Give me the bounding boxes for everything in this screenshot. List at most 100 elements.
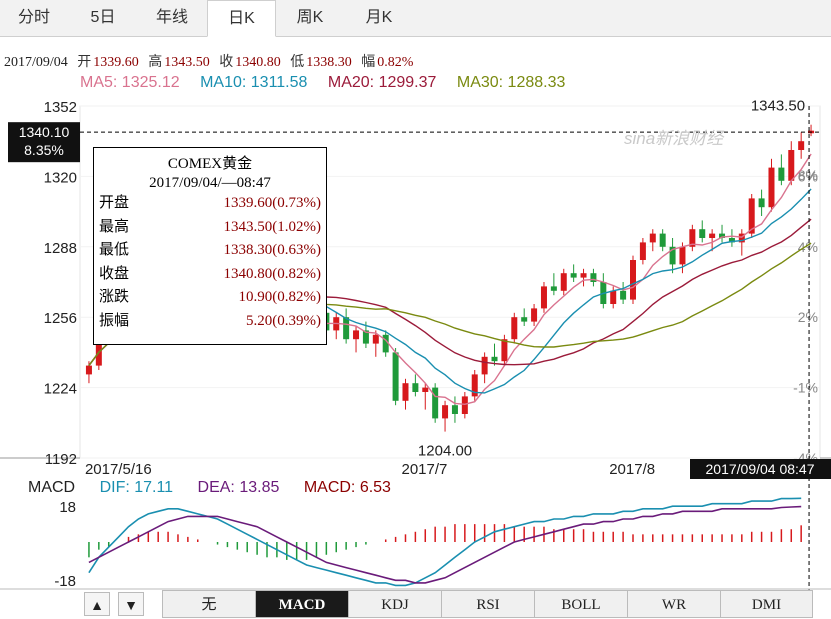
pct-tick-label: 2% bbox=[798, 309, 818, 325]
macd-legend: MACD DIF: 17.11 DEA: 13.85 MACD: 6.53 bbox=[28, 479, 411, 497]
candle-body bbox=[590, 273, 597, 282]
candle-body bbox=[442, 405, 449, 419]
tooltip-row-amplitude: 振幅 5.20(0.39%) bbox=[99, 312, 321, 329]
candle-body bbox=[669, 246, 676, 265]
candle-body bbox=[719, 233, 726, 238]
low-value: 1338.30 bbox=[306, 55, 352, 70]
macd-tick-label: -18 bbox=[54, 573, 76, 590]
y-tick-label: 1256 bbox=[44, 310, 77, 327]
tab-5day[interactable]: 5日 bbox=[69, 0, 138, 36]
candle-body bbox=[402, 383, 409, 401]
dea-line bbox=[88, 505, 802, 584]
candle-body bbox=[451, 405, 458, 414]
indicator-rsi-button[interactable]: RSI bbox=[441, 590, 534, 618]
indicator-kdj-button[interactable]: KDJ bbox=[348, 590, 441, 618]
y-tick-label: 1352 bbox=[44, 99, 77, 116]
candle-body bbox=[501, 339, 508, 362]
candle-body bbox=[353, 330, 360, 340]
crosshair-price-box bbox=[8, 122, 80, 163]
indicator-dmi-button[interactable]: DMI bbox=[720, 590, 813, 618]
candle-body bbox=[471, 374, 478, 397]
tooltip-title: COMEX黄金 bbox=[167, 156, 253, 172]
open-label: 开 bbox=[77, 55, 92, 70]
candle-body bbox=[709, 233, 716, 238]
candle-body bbox=[798, 141, 805, 150]
tab-weekly-k[interactable]: 周K bbox=[276, 0, 345, 36]
y-tick-label: 1288 bbox=[44, 240, 77, 257]
indicator-bar: 无 MACD KDJ RSI BOLL WR DMI bbox=[80, 590, 831, 618]
dif-value: DIF: 17.11 bbox=[99, 479, 174, 496]
summary-date: 2017/09/04 bbox=[4, 55, 68, 70]
macd-value: MACD: 6.53 bbox=[303, 479, 391, 496]
candle-body bbox=[699, 229, 706, 238]
y-tick-label: 1224 bbox=[44, 381, 77, 398]
tooltip-row-low: 最低 1338.30(0.63%) bbox=[99, 242, 321, 258]
ma30-value: MA30: 1288.33 bbox=[456, 74, 566, 91]
candle-body bbox=[392, 352, 399, 401]
candle-body bbox=[531, 308, 538, 322]
range-label: 幅 bbox=[361, 55, 376, 70]
ma20-value: MA20: 1299.37 bbox=[327, 74, 437, 91]
candle-body bbox=[570, 273, 577, 278]
high-label: 高 bbox=[148, 55, 163, 70]
tab-yearly[interactable]: 年线 bbox=[138, 0, 207, 36]
close-label: 收 bbox=[219, 55, 234, 70]
candle-body bbox=[689, 229, 696, 247]
candle-body bbox=[728, 238, 735, 243]
candle-body bbox=[630, 260, 636, 300]
scroll-up-button[interactable]: ▲ bbox=[84, 592, 110, 616]
crosshair-time-box bbox=[690, 459, 831, 479]
y-tick-label: 1192 bbox=[45, 451, 77, 468]
candle-body bbox=[649, 233, 656, 243]
candle-body bbox=[778, 167, 785, 181]
candle-body bbox=[382, 334, 389, 353]
x-tick-label: 2017/5/16 bbox=[85, 461, 152, 478]
tab-daily-k[interactable]: 日K bbox=[207, 0, 276, 37]
candle-body bbox=[422, 387, 429, 392]
pct-tick-label: -1% bbox=[793, 380, 818, 396]
ma5-value: MA5: 1325.12 bbox=[80, 74, 180, 91]
tooltip-row-open: 开盘 1339.60(0.73%) bbox=[99, 195, 321, 211]
tooltip-row-change: 涨跌 10.90(0.82%) bbox=[99, 289, 321, 305]
crosshair-price: 1340.10 bbox=[19, 124, 70, 140]
candle-body bbox=[372, 334, 379, 344]
scroll-down-button[interactable]: ▼ bbox=[118, 592, 144, 616]
open-value: 1339.60 bbox=[93, 55, 139, 70]
candle-body bbox=[748, 198, 755, 234]
low-label: 低 bbox=[290, 55, 305, 70]
tab-monthly-k[interactable]: 月K bbox=[345, 0, 414, 36]
pct-tick-label: 4% bbox=[798, 239, 818, 255]
y-tick-label: 1320 bbox=[44, 169, 77, 186]
candle-body bbox=[560, 273, 567, 291]
tooltip-time: 2017/09/04/—08:47 bbox=[149, 175, 271, 191]
range-value: 0.82% bbox=[377, 55, 414, 70]
tab-intraday[interactable]: 分时 bbox=[0, 0, 69, 36]
candle-body bbox=[738, 233, 745, 243]
ma10-value: MA10: 1311.58 bbox=[200, 74, 308, 91]
candle-body bbox=[412, 383, 419, 392]
candle-body bbox=[362, 330, 369, 344]
candle-body bbox=[610, 290, 617, 304]
candle-body bbox=[461, 396, 468, 414]
dea-value: DEA: 13.85 bbox=[197, 479, 280, 496]
candle-body bbox=[679, 246, 686, 265]
candle-body bbox=[481, 356, 488, 375]
candle-body bbox=[768, 167, 775, 208]
candle-body bbox=[491, 356, 498, 362]
high-value: 1343.50 bbox=[164, 55, 210, 70]
x-tick-label: 2017/7 bbox=[401, 461, 447, 478]
sina-finance-logo: sina新浪财经 bbox=[624, 129, 724, 148]
candle-body bbox=[511, 317, 518, 340]
indicator-none-button[interactable]: 无 bbox=[162, 590, 255, 618]
indicator-boll-button[interactable]: BOLL bbox=[534, 590, 627, 618]
pct-tick-label: 8% bbox=[798, 167, 818, 183]
candle-body bbox=[788, 150, 795, 181]
candle-body bbox=[540, 286, 547, 309]
candle-body bbox=[639, 242, 646, 260]
indicator-wr-button[interactable]: WR bbox=[627, 590, 720, 618]
candle-body bbox=[521, 317, 528, 322]
crosshair-pct: 8.35% bbox=[24, 142, 64, 158]
candle-body bbox=[758, 198, 765, 208]
candle-body bbox=[620, 290, 627, 300]
indicator-macd-button[interactable]: MACD bbox=[255, 590, 348, 618]
